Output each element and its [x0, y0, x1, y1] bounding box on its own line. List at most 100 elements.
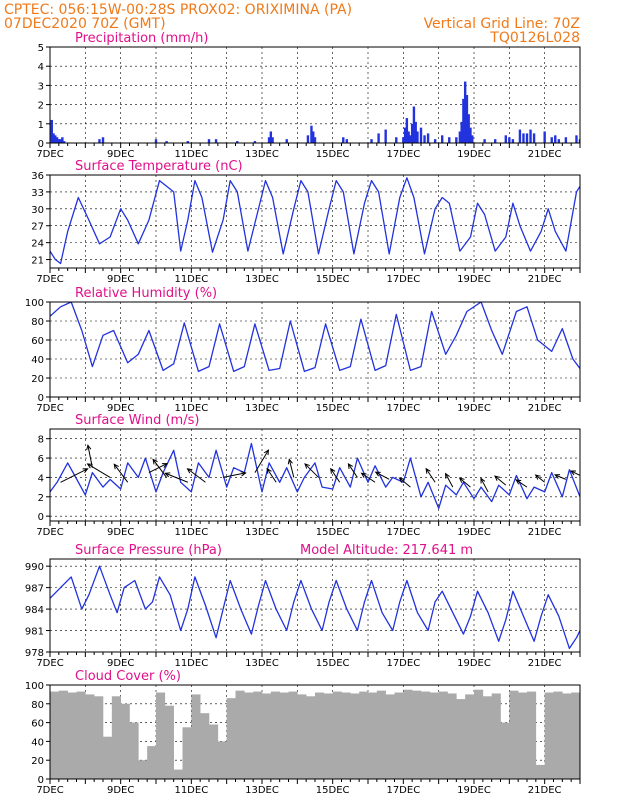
panel-wind: Surface Wind (m/s) 0 2 4 6 8 7DEC 9DEC 11DEC 13DE…: [36, 413, 581, 538]
precip-bar: [465, 95, 469, 143]
wind-arrow: [186, 468, 206, 483]
marks: [50, 302, 580, 373]
cloud-bar: [518, 692, 528, 779]
x-tick-label: 13DEC: [245, 785, 279, 796]
cloud-bar: [182, 727, 192, 779]
precip-bar: [467, 114, 470, 143]
precip-bar: [62, 141, 66, 143]
precip-bar: [410, 123, 414, 143]
y-tick-label: 2: [38, 101, 44, 112]
x-tick-label: 11DEC: [174, 403, 208, 414]
panel-title: Cloud Cover (%): [75, 669, 181, 684]
y-tick-label: 100: [25, 681, 44, 692]
cloud-bar: [412, 690, 422, 779]
x-tick-label: 9DEC: [107, 658, 134, 669]
x-tick-label: 19DEC: [457, 527, 491, 538]
x-tick-label: 13DEC: [245, 403, 279, 414]
precip-bar: [384, 129, 387, 143]
precip-bar: [433, 139, 437, 143]
precip-bar: [557, 139, 560, 143]
x-tick-label: 15DEC: [316, 274, 350, 285]
precip-bar: [448, 137, 451, 143]
cloud-bar: [429, 692, 439, 779]
precip-bar: [409, 135, 412, 143]
precip-bar: [458, 131, 462, 143]
cloud-bar: [350, 693, 360, 779]
wind-arrow: [60, 468, 89, 483]
header-run-date: 07DEC2020 70Z (GMT): [4, 16, 166, 32]
precip-bar: [426, 133, 430, 143]
header-station-line: CPTEC: 056:15W-00:28S PROX02: ORIXIMINA …: [4, 2, 352, 18]
marks: [50, 689, 580, 779]
cloud-bar: [456, 699, 466, 779]
precip-bar: [61, 137, 64, 143]
wind-arrow: [360, 472, 376, 483]
precip-bar: [186, 141, 189, 143]
wind-arrow: [398, 477, 411, 488]
precip-bar: [285, 139, 288, 143]
cloud-bar: [341, 692, 351, 779]
wind-arrow: [330, 467, 341, 483]
precip-bar: [236, 141, 239, 143]
precip-bar: [554, 135, 557, 143]
wind-arrow: [374, 471, 390, 480]
x-tick-label: 13DEC: [245, 527, 279, 538]
precip-bar: [543, 131, 546, 143]
cloud-bar: [562, 693, 572, 779]
panel-temp: Surface Temperature (nC) 21 24 27 30 33 36 7DEC…: [31, 159, 581, 285]
precip-bar: [423, 135, 426, 143]
precip-bar: [310, 125, 313, 143]
wind-arrow: [425, 467, 436, 483]
y-tick-label: 21: [31, 256, 44, 267]
cloud-bar: [262, 693, 272, 779]
cloud-bar: [376, 690, 386, 779]
x-tick-label: 17DEC: [386, 527, 420, 538]
precip-bar: [370, 139, 373, 143]
wind-line: [50, 442, 580, 510]
temp-line: [50, 177, 580, 265]
precip-bar: [345, 139, 348, 143]
cloud-bar: [111, 696, 121, 779]
cloud-bar: [297, 694, 307, 779]
precip-bar: [416, 131, 419, 143]
cloud-bar: [209, 724, 219, 779]
y-tick-label: 5: [38, 43, 44, 54]
cloud-bar: [323, 693, 333, 779]
y-tick-label: 40: [31, 737, 44, 748]
x-tick-label: 19DEC: [457, 274, 491, 285]
y-tick-label: 984: [25, 605, 44, 616]
precip-bar: [469, 127, 472, 143]
precip-bar: [59, 139, 62, 143]
precip-bar: [462, 98, 465, 143]
panel-title: Precipitation (mm/h): [75, 31, 208, 46]
wind-arrow: [86, 463, 111, 478]
cloud-bar: [191, 694, 201, 779]
cloud-bar: [385, 694, 395, 779]
panel-title: Relative Humidity (%): [75, 286, 217, 301]
cloud-bar: [527, 691, 537, 779]
panel-title: Surface Wind (m/s): [75, 413, 199, 428]
precip-bar: [471, 135, 474, 143]
y-tick-label: 6: [38, 454, 44, 465]
cloud-bar: [535, 764, 545, 779]
plot-frame: [49, 428, 581, 522]
y-tick-label: 20: [31, 374, 44, 385]
wind-arrow: [304, 463, 319, 478]
panel-cloud: Cloud Cover (%) 0 20 40 60 80 100 7DEC 9DEC 11DEC…: [25, 669, 581, 796]
cloud-bar: [244, 692, 254, 779]
y-tick-label: 4: [38, 62, 44, 73]
precip-bar: [253, 141, 257, 143]
marks: [50, 565, 580, 650]
cloud-bar: [571, 692, 580, 779]
cloud-bar: [129, 722, 139, 779]
precip-bar: [57, 139, 61, 143]
cloud-bar: [85, 694, 95, 779]
precip-bar: [494, 139, 497, 143]
precip-bar: [52, 133, 55, 143]
cloud-bar: [103, 736, 113, 779]
precip-bar: [98, 139, 101, 143]
cloud-bar: [447, 693, 457, 779]
x-tick-label: 11DEC: [174, 527, 208, 538]
cloud-bar: [173, 769, 183, 779]
